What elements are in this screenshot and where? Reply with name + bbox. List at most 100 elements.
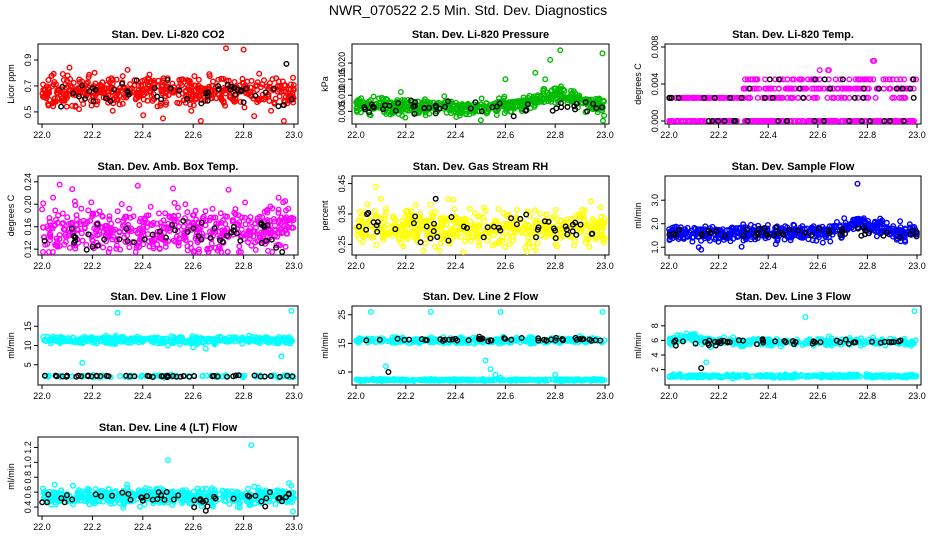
data-point bbox=[821, 117, 828, 124]
data-point bbox=[98, 85, 105, 92]
x-tick-label: 23.0 bbox=[908, 130, 926, 140]
data-point bbox=[833, 218, 840, 225]
data-point bbox=[883, 229, 890, 236]
data-point bbox=[194, 239, 201, 246]
data-point bbox=[275, 340, 282, 347]
x-tick-label: 22.4 bbox=[134, 261, 152, 271]
data-point bbox=[134, 182, 141, 189]
data-point bbox=[222, 220, 229, 227]
series bbox=[666, 180, 920, 253]
x-tick-label: 22.6 bbox=[184, 391, 202, 401]
data-point bbox=[410, 103, 417, 110]
data-point bbox=[47, 340, 54, 347]
data-point bbox=[494, 338, 501, 345]
data-point bbox=[146, 243, 153, 250]
data-point bbox=[267, 203, 274, 210]
data-point bbox=[257, 373, 264, 380]
data-point bbox=[231, 98, 238, 105]
data-point bbox=[599, 104, 606, 111]
data-point bbox=[496, 100, 503, 107]
data-point bbox=[371, 377, 378, 384]
data-point bbox=[773, 224, 780, 231]
data-point bbox=[416, 336, 423, 343]
data-point bbox=[464, 224, 471, 231]
data-point bbox=[452, 219, 459, 226]
x-tick-label: 22.4 bbox=[759, 130, 777, 140]
data-point bbox=[839, 85, 846, 92]
data-points bbox=[40, 307, 297, 381]
data-point bbox=[75, 85, 82, 92]
data-point bbox=[842, 94, 849, 101]
x-tick-label: 22.0 bbox=[33, 261, 51, 271]
data-point bbox=[878, 219, 885, 226]
data-point bbox=[467, 218, 474, 225]
data-point bbox=[910, 85, 917, 92]
data-point bbox=[205, 89, 212, 96]
data-point bbox=[410, 220, 417, 227]
x-tick-label: 23.0 bbox=[285, 130, 303, 140]
data-point bbox=[460, 248, 467, 255]
data-point bbox=[766, 76, 773, 83]
data-point bbox=[769, 94, 776, 101]
data-point bbox=[744, 226, 751, 233]
x-tick-label: 22.6 bbox=[184, 130, 202, 140]
data-point bbox=[39, 206, 46, 213]
data-point bbox=[775, 230, 782, 237]
data-point bbox=[462, 238, 469, 245]
data-point bbox=[421, 376, 428, 383]
data-point bbox=[588, 230, 595, 237]
data-point bbox=[889, 227, 896, 234]
data-point bbox=[188, 83, 195, 90]
data-point bbox=[275, 206, 282, 213]
data-point bbox=[537, 92, 544, 99]
data-point bbox=[842, 230, 849, 237]
series bbox=[353, 375, 608, 385]
plot-frame bbox=[664, 43, 922, 125]
y-tick-label: 25 bbox=[337, 310, 347, 320]
data-point bbox=[232, 372, 239, 379]
data-point bbox=[582, 239, 589, 246]
x-tick-label: 22.6 bbox=[809, 391, 827, 401]
data-point bbox=[160, 88, 167, 95]
data-point bbox=[535, 337, 542, 344]
data-point bbox=[158, 96, 165, 103]
data-point bbox=[545, 218, 552, 225]
data-point bbox=[359, 238, 366, 245]
data-point bbox=[64, 72, 71, 79]
data-point bbox=[759, 94, 766, 101]
data-point bbox=[853, 117, 860, 124]
data-point bbox=[701, 94, 708, 101]
data-point bbox=[372, 207, 379, 214]
data-point bbox=[116, 92, 123, 99]
data-point bbox=[273, 75, 280, 82]
x-tick-label: 22.0 bbox=[33, 391, 51, 401]
data-point bbox=[685, 117, 692, 124]
y-tick-label: 0.20 bbox=[23, 196, 33, 214]
data-point bbox=[271, 226, 278, 233]
data-point bbox=[445, 195, 452, 202]
data-point bbox=[247, 232, 254, 239]
data-point bbox=[170, 337, 177, 344]
data-point bbox=[493, 111, 500, 118]
data-point bbox=[196, 93, 203, 100]
y-tick-label: 5 bbox=[337, 369, 347, 374]
data-point bbox=[203, 372, 210, 379]
data-point bbox=[184, 77, 191, 84]
data-point bbox=[399, 112, 406, 119]
data-point bbox=[762, 85, 769, 92]
data-point bbox=[864, 85, 871, 92]
data-point bbox=[897, 218, 904, 225]
data-point bbox=[243, 231, 250, 238]
data-point bbox=[391, 336, 398, 343]
x-tick-label: 22.6 bbox=[809, 130, 827, 140]
panel-title: Stan. Dev. Line 2 Flow bbox=[423, 291, 539, 303]
data-point bbox=[668, 94, 675, 101]
data-point bbox=[844, 225, 851, 232]
data-point bbox=[111, 86, 118, 93]
data-point bbox=[552, 241, 559, 248]
panel-title: Stan. Dev. Gas Stream RH bbox=[413, 161, 549, 173]
data-point bbox=[185, 219, 192, 226]
data-point bbox=[913, 229, 920, 236]
data-point bbox=[114, 309, 121, 316]
